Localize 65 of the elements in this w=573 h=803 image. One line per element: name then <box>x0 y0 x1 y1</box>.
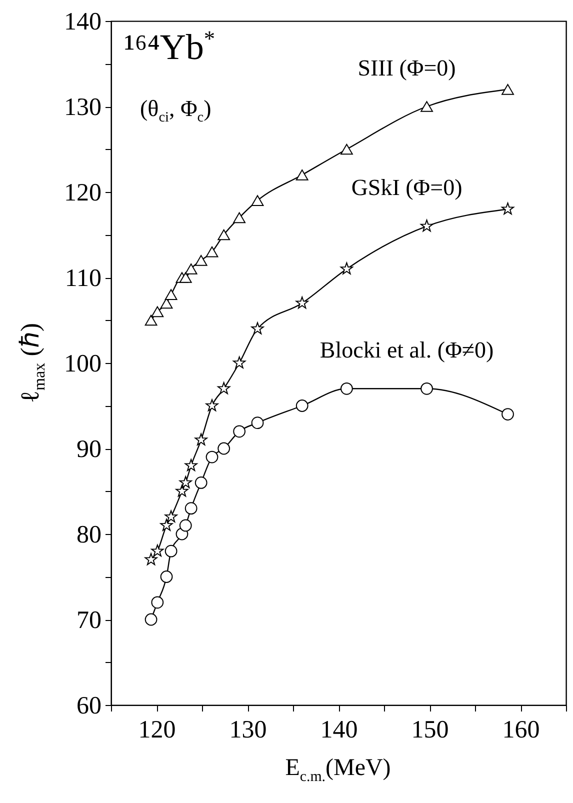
point <box>194 433 208 446</box>
point <box>144 553 158 566</box>
y-tick-label: 80 <box>76 522 102 548</box>
point <box>296 400 308 412</box>
point <box>206 399 218 412</box>
point <box>194 476 208 489</box>
point <box>218 229 230 240</box>
point <box>296 169 308 180</box>
point <box>164 510 178 522</box>
point <box>184 502 198 515</box>
point <box>144 314 158 326</box>
point <box>251 195 264 206</box>
y-tick-label: 60 <box>76 692 102 720</box>
y-tick-label: 120 <box>64 180 102 206</box>
point <box>184 458 198 472</box>
annotation: (θ$_{ci}$, Φ$_{c}$) <box>140 96 212 127</box>
point <box>340 382 353 395</box>
point <box>164 544 178 558</box>
annotation: ¹⁶⁴Yb$^{*}$ <box>124 26 216 68</box>
point <box>420 220 434 232</box>
point <box>206 246 218 258</box>
point <box>340 262 354 274</box>
point <box>233 425 246 438</box>
point <box>151 306 164 318</box>
x-tick-label: 150 <box>411 716 449 744</box>
y-tick-label: 90 <box>76 436 102 463</box>
point <box>251 322 264 334</box>
point <box>160 570 173 583</box>
x-tick-label: 160 <box>502 716 540 744</box>
x-axis-title: E$_{c.m.}$(MeV) <box>285 755 391 786</box>
point <box>176 484 188 497</box>
y-tick-label: 140 <box>64 8 102 36</box>
x-tick-label: 140 <box>320 716 358 744</box>
point <box>164 289 178 300</box>
x-tick-label: 120 <box>138 716 176 744</box>
series-label: Blocki et al. (Φ≠0) <box>320 338 494 363</box>
point <box>151 596 164 609</box>
y-tick-label: 110 <box>64 265 102 292</box>
series-label: SIII (Φ=0) <box>358 56 456 80</box>
point <box>501 202 514 215</box>
point <box>179 272 192 283</box>
x-tick-label: 130 <box>229 716 267 744</box>
point <box>251 416 264 430</box>
point <box>502 408 514 420</box>
point <box>218 382 230 394</box>
point <box>420 101 433 112</box>
point <box>184 264 198 274</box>
point <box>144 613 158 626</box>
point <box>179 476 192 488</box>
point <box>233 212 246 224</box>
point <box>502 84 514 95</box>
y-tick-label: 70 <box>76 607 102 634</box>
point <box>179 519 192 532</box>
series-label: GSkI (Φ=0) <box>351 175 462 200</box>
point <box>296 296 308 309</box>
point <box>206 450 218 464</box>
point <box>194 254 208 266</box>
point <box>232 356 246 368</box>
point <box>218 442 230 455</box>
point <box>420 382 433 395</box>
y-tick-label: 100 <box>64 350 102 378</box>
point <box>160 518 173 531</box>
point <box>151 544 164 557</box>
point <box>340 144 353 155</box>
y-tick-label: 130 <box>64 94 102 121</box>
